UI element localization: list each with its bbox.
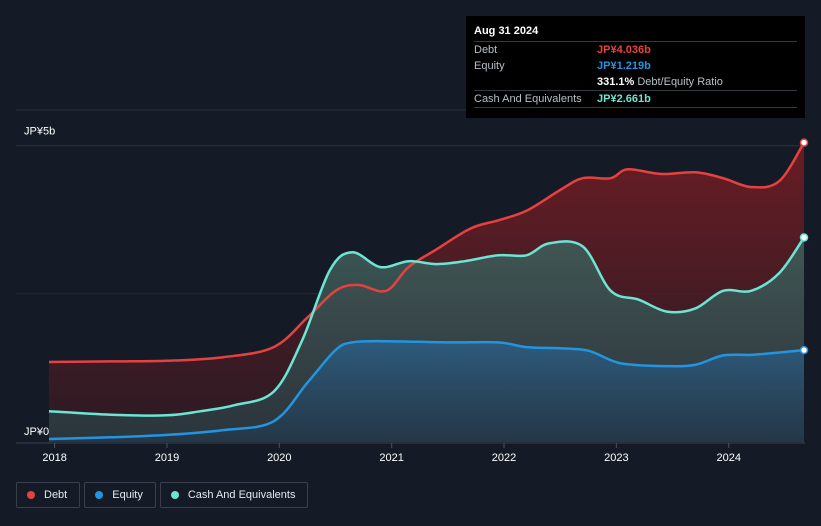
tooltip-row-cash: Cash And Equivalents JP¥2.661b	[474, 90, 797, 108]
axis: JP¥5b JP¥0 2018 2019 2020 2021 2022 2023 2024	[24, 126, 741, 464]
tooltip-row-equity: Equity JP¥1.219b	[474, 58, 797, 74]
point-debt-latest	[799, 138, 809, 147]
x-tick-label: 2021	[379, 452, 403, 464]
legend-label-debt: Debt	[44, 489, 68, 501]
tooltip-cash-value: JP¥2.661b	[597, 93, 651, 105]
legend-dot-equity	[95, 491, 104, 499]
tooltip-equity-label: Equity	[474, 60, 505, 72]
legend-item-equity[interactable]: Equity	[84, 482, 156, 508]
x-tick-label: 2024	[716, 452, 740, 464]
area-equity	[49, 341, 804, 442]
tooltip-ratio-label	[474, 74, 597, 90]
areas	[49, 142, 804, 442]
point-equity-latest	[799, 345, 809, 355]
line-debt	[48, 141, 806, 364]
y-label-top: JP¥5b	[24, 126, 55, 138]
lines	[48, 138, 809, 441]
tooltip-row-debt: Debt JP¥4.036b	[474, 41, 797, 58]
tooltip-ratio-number: 331.1%	[597, 76, 635, 88]
line-cash	[48, 236, 806, 417]
legend-dot-debt	[27, 491, 35, 499]
x-tick-label: 2019	[155, 452, 179, 464]
tooltip: Aug 31 2024 Debt JP¥4.036b Equity JP¥1.2…	[466, 16, 805, 118]
x-tick-label: 2023	[604, 452, 628, 464]
line-equity	[48, 339, 805, 441]
tooltip-equity-value: JP¥1.219b	[597, 60, 651, 72]
x-tick-label: 2018	[42, 452, 66, 464]
tooltip-row-ratio: 331.1% Debt/Equity Ratio	[474, 74, 797, 90]
legend-item-debt[interactable]: Debt	[16, 482, 81, 508]
legend-dot-cash	[170, 491, 179, 499]
legend-item-cash[interactable]: Cash And Equivalents	[159, 482, 309, 508]
tooltip-cash-label: Cash And Equivalents	[474, 93, 582, 105]
y-label-bottom: JP¥0	[24, 426, 49, 438]
tooltip-debt-value: JP¥4.036b	[597, 44, 651, 56]
legend: Debt Equity Cash And Equivalents	[16, 482, 309, 508]
tooltip-debt-label: Debt	[474, 44, 498, 56]
tooltip-date: Aug 31 2024	[474, 25, 539, 37]
tooltip-ratio-extra: Debt/Equity Ratio	[637, 76, 723, 88]
x-tick-label: 2020	[267, 452, 291, 464]
tooltip-ratio-value: 331.1% Debt/Equity Ratio	[597, 74, 723, 90]
x-tick-label: 2022	[492, 452, 516, 464]
legend-label-equity: Equity	[112, 489, 143, 501]
point-cash-latest	[799, 233, 809, 242]
legend-label-cash: Cash And Equivalents	[187, 489, 296, 501]
